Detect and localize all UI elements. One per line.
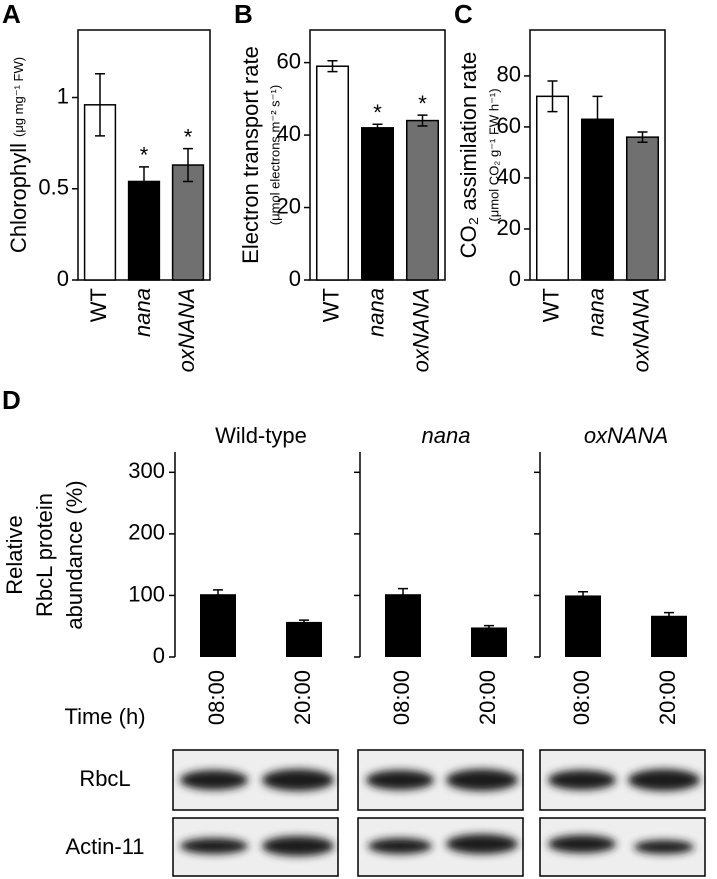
error-bar [139, 166, 149, 197]
x-tick-label: WT [86, 288, 111, 322]
x-tick-label: 08:00 [204, 670, 229, 725]
bar [127, 180, 161, 281]
y-tick-label: 40 [497, 164, 521, 189]
y-tick-label: 0 [57, 266, 69, 291]
bar [651, 615, 687, 657]
y-axis-unit: (μmol electrons m⁻² s⁻¹) [267, 85, 282, 225]
error-bar [484, 624, 494, 630]
bar [565, 595, 601, 657]
y-tick-label: 20 [497, 215, 521, 240]
y-axis-label: abundance (%) [62, 480, 87, 629]
x-axis-label: Time (h) [64, 704, 145, 729]
x-tick-label: oxNANA [628, 288, 653, 372]
significance-marker: * [184, 124, 193, 149]
error-bar [183, 147, 193, 183]
significance-marker: * [140, 143, 149, 168]
y-axis-title: CO₂ assimilation rate [456, 52, 481, 259]
x-tick-label: 08:00 [569, 670, 594, 725]
y-axis-label: Relative [2, 515, 27, 594]
blot-label: RbcL [79, 766, 130, 791]
error-bar [95, 73, 105, 137]
error-bar [547, 80, 558, 113]
panel-title: nana [422, 423, 471, 448]
error-bar [417, 114, 428, 127]
y-tick-label: 200 [128, 520, 165, 545]
significance-marker: * [418, 91, 427, 116]
error-bar [213, 589, 223, 599]
significance-marker: * [373, 100, 382, 125]
y-axis-label: RbcL protein [32, 493, 57, 617]
panel-letter: B [234, 0, 253, 29]
bar [361, 127, 394, 281]
y-axis-unit: (μmol CO₂ g⁻¹ FW h⁻¹) [486, 88, 501, 221]
error-bar [578, 590, 588, 600]
bar [200, 594, 236, 657]
blots [172, 749, 706, 877]
y-tick-label: 0.5 [38, 175, 69, 200]
error-bar [664, 611, 674, 619]
bar [471, 627, 507, 657]
bar [286, 621, 322, 657]
x-tick-label: WT [318, 288, 343, 322]
x-tick-label: 20:00 [655, 670, 680, 725]
x-tick-label: WT [538, 288, 563, 322]
blot-label: Actin-11 [65, 834, 144, 859]
bar [406, 119, 439, 281]
panel-letter: A [2, 0, 21, 29]
blot-bands [180, 769, 700, 856]
x-tick-label: 20:00 [290, 670, 315, 725]
error-bar [637, 131, 648, 143]
panel-letter: D [2, 385, 21, 415]
y-tick-label: 80 [497, 62, 521, 87]
bar [626, 136, 659, 281]
error-bar [398, 587, 408, 600]
y-tick-label: 40 [277, 121, 301, 146]
panel-letter: C [454, 0, 473, 29]
bar [316, 65, 349, 281]
y-tick-label: 0 [153, 643, 165, 668]
y-tick-label: 300 [128, 458, 165, 483]
x-tick-label: nana [130, 288, 155, 337]
y-axis-unit: (μg mg⁻¹ FW) [11, 57, 26, 137]
y-tick-label: 1 [57, 83, 69, 108]
y-axis-title: Electron transport rate [238, 46, 263, 264]
error-bar [372, 123, 383, 133]
panel-title: Wild-type [215, 423, 307, 448]
x-tick-label: nana [363, 288, 388, 337]
bar [536, 95, 569, 281]
y-tick-label: 100 [128, 581, 165, 606]
error-bar [592, 95, 603, 143]
y-tick-label: 60 [497, 113, 521, 138]
x-tick-label: 20:00 [475, 670, 500, 725]
y-axis-title: Chlorophyll [6, 143, 31, 253]
y-tick-label: 20 [277, 193, 301, 218]
bar [581, 118, 614, 281]
y-tick-label: 60 [277, 48, 301, 73]
bar [171, 164, 205, 281]
panel-title: oxNANA [584, 423, 668, 448]
y-tick-label: 0 [289, 266, 301, 291]
bar [385, 594, 421, 657]
x-tick-label: oxNANA [174, 288, 199, 372]
error-bar [327, 60, 338, 73]
x-tick-label: 08:00 [389, 670, 414, 725]
y-tick-label: 0 [509, 266, 521, 291]
x-tick-label: nana [583, 288, 608, 337]
error-bar [299, 619, 309, 624]
x-tick-label: oxNANA [408, 288, 433, 372]
y-axis-label: Chlorophyll (μg mg⁻¹ FW) [6, 57, 31, 253]
